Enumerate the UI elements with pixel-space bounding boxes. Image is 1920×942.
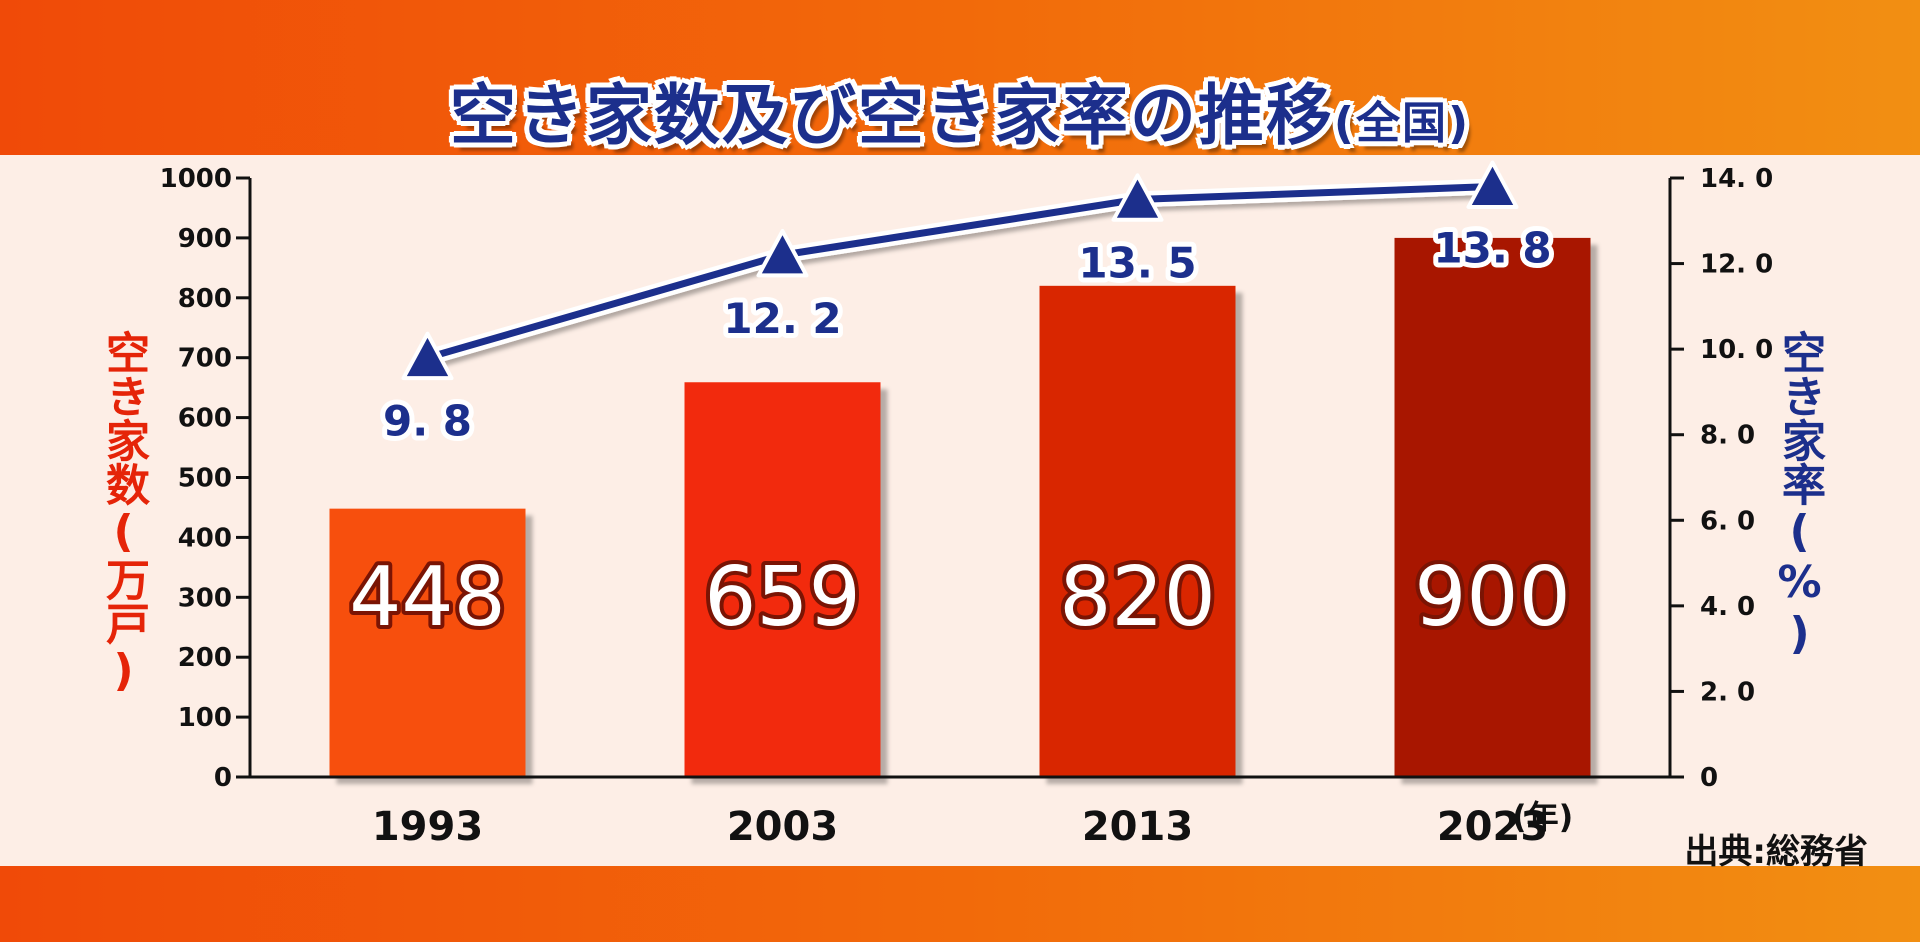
bar-value-label: 900 [1414,550,1571,645]
chart-title: 空き家数及び空き家率の推移(全国) [0,62,1920,158]
rate-marker-2023 [1466,160,1519,209]
y-left-tick-label: 600 [178,404,232,434]
x-tick-label: 2003 [727,804,838,850]
bar-value-label: 820 [1059,550,1216,645]
y-right-tick-label: 10. 0 [1700,335,1773,365]
rate-marker-1993 [401,331,454,381]
bar-2023 [1394,237,1591,777]
rate-value-label: 9. 8 [383,397,472,446]
y-right-tick-label: 8. 0 [1700,421,1755,451]
y-axis-right-label: 空き家率(%) [1774,330,1825,659]
header-band [0,0,1920,155]
chart-title-main: 空き家数及び空き家率の推移 [449,77,1334,154]
footer-band [0,866,1920,942]
rate-marker-2003 [756,229,809,278]
y-right-tick-label: 6. 0 [1700,506,1755,536]
x-tick-label: 2013 [1082,804,1193,850]
y-left-tick-label: 0 [214,763,232,793]
y-right-tick-label: 4. 0 [1700,592,1755,622]
y-right-tick-label: 12. 0 [1700,250,1773,280]
y-right-tick-label: 2. 0 [1700,677,1755,707]
y-right-tick-label: 0 [1700,763,1718,793]
rate-marker-2013 [1111,173,1164,222]
y-left-tick-label: 700 [178,344,232,374]
chart-title-sub: (全国) [1333,98,1471,149]
rate-line [424,183,1496,362]
x-tick-label: 1993 [372,804,483,850]
rate-value-label: 12. 2 [723,294,841,343]
x-axis-unit: (年) [1512,798,1574,836]
y-right-tick-label: 14. 0 [1700,164,1773,194]
bar-2013 [1039,285,1236,777]
y-left-tick-label: 400 [178,523,232,553]
y-left-tick-label: 100 [178,703,232,733]
y-left-tick-label: 800 [178,284,232,314]
rate-line-outline [419,178,1501,366]
y-left-tick-label: 1000 [160,164,232,194]
bar-value-label: 659 [704,550,861,645]
y-left-tick-label: 200 [178,643,232,673]
y-axis-left-label: 空き家数(万戸) [98,330,149,696]
source-note: 出典:総務省 [1684,832,1868,872]
y-left-tick-label: 500 [178,464,232,494]
rate-value-label: 13. 5 [1078,238,1196,287]
bar-2003 [684,382,881,777]
rate-value-label: 13. 8 [1433,224,1551,273]
bar-1993 [329,508,526,777]
bar-value-label: 448 [349,550,506,645]
y-left-tick-label: 900 [178,224,232,254]
y-left-tick-label: 300 [178,583,232,613]
x-tick-label: 2023 [1437,804,1548,850]
